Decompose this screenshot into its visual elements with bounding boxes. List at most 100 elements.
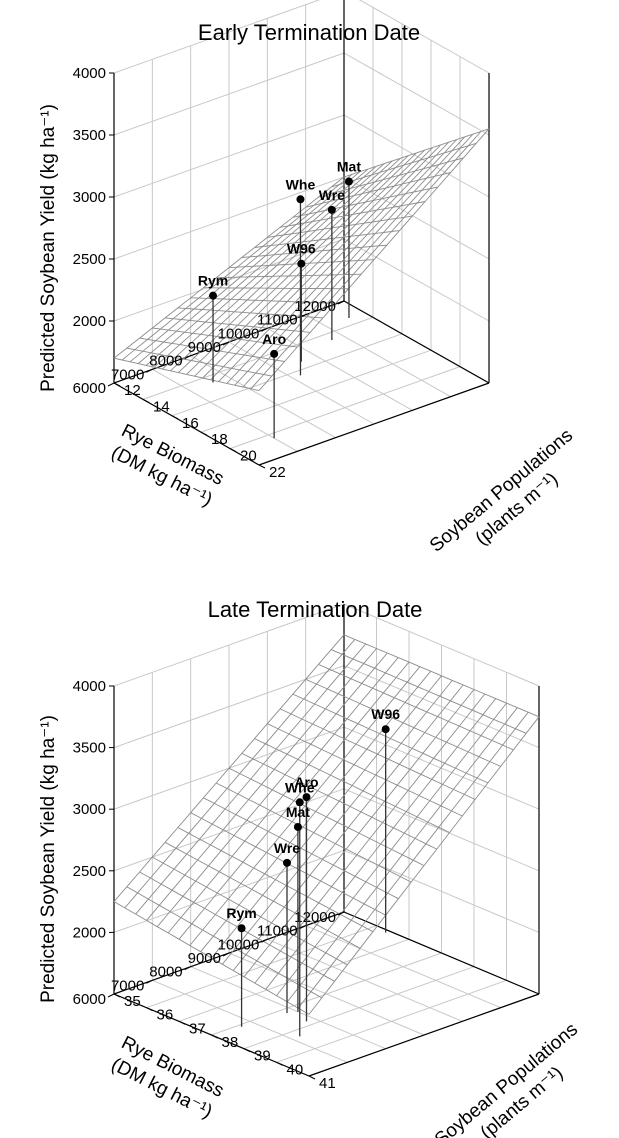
y-tick-mark bbox=[308, 1075, 316, 1080]
z-tick-label: 4000 bbox=[73, 65, 106, 82]
data-point bbox=[302, 793, 311, 802]
z-tick-label: 2000 bbox=[73, 313, 106, 330]
data-point bbox=[270, 349, 279, 358]
x-tick-mark bbox=[299, 925, 306, 930]
y-tick-label: 41 bbox=[319, 1075, 336, 1092]
grid-line bbox=[152, 368, 298, 452]
surface-line bbox=[258, 128, 490, 391]
grid-line bbox=[190, 355, 336, 439]
point-label: Mat bbox=[337, 159, 361, 175]
surface-line bbox=[156, 652, 388, 927]
point-label: Mat bbox=[286, 804, 310, 820]
surface-line bbox=[178, 661, 410, 940]
y-tick-mark bbox=[142, 398, 150, 403]
y-tick-label: 35 bbox=[124, 993, 141, 1010]
point-label: Aro bbox=[262, 331, 286, 347]
y-tick-label: 14 bbox=[153, 398, 170, 415]
point-label: Aro bbox=[294, 774, 318, 790]
grid-line bbox=[146, 925, 377, 1009]
surface-line bbox=[194, 149, 425, 377]
surface-line bbox=[113, 634, 345, 902]
point-label: Whe bbox=[286, 176, 316, 192]
y-tick-label: 22 bbox=[269, 464, 286, 481]
grid-line bbox=[113, 603, 345, 687]
y-tick-mark bbox=[258, 464, 266, 469]
surface-line bbox=[308, 716, 540, 1015]
point-label: W96 bbox=[371, 706, 400, 722]
chart-late-termination: 2000 2500 3000 3500 4000 12000 11000 10000 9000 8… bbox=[0, 569, 619, 1138]
z-tick-label: 2500 bbox=[73, 251, 106, 268]
surface-line bbox=[113, 176, 345, 359]
grid-line bbox=[142, 316, 374, 400]
x-tick-label: 7000 bbox=[111, 366, 144, 383]
z-tick-label: 3500 bbox=[73, 740, 106, 757]
data-point bbox=[381, 725, 390, 734]
y-tick-label: 16 bbox=[182, 415, 199, 432]
x-axis-label: Rye Biomass(DM kg ha⁻¹) bbox=[108, 420, 227, 511]
y-tick-mark bbox=[146, 1007, 153, 1012]
x-tick-label: 11000 bbox=[257, 923, 298, 940]
y-tick-mark bbox=[243, 1048, 251, 1053]
grid-line bbox=[305, 314, 451, 398]
x-axis-label: Rye Biomass(DM kg ha⁻¹) bbox=[108, 1032, 227, 1123]
x-tick-label: 6000 bbox=[73, 380, 106, 397]
grid-line bbox=[113, 0, 321, 74]
surface-line bbox=[121, 173, 353, 361]
x-tick-label: 12000 bbox=[294, 909, 336, 926]
surface-line bbox=[189, 666, 421, 946]
response-surface-late bbox=[113, 634, 540, 1015]
y-tick-label: 20 bbox=[240, 448, 257, 465]
z-tick-label: 3000 bbox=[73, 801, 106, 818]
grid-line bbox=[113, 114, 345, 198]
grid-line bbox=[229, 366, 461, 450]
grid-line bbox=[276, 979, 507, 1063]
z-tick-label: 3000 bbox=[73, 189, 106, 206]
data-point bbox=[237, 924, 246, 933]
y-tick-mark bbox=[178, 1020, 186, 1025]
chart-title: Late Termination Date bbox=[208, 597, 423, 622]
point-label: Wre bbox=[274, 840, 300, 856]
x-tick-mark bbox=[184, 966, 191, 971]
grid-line bbox=[200, 349, 432, 433]
axis-edge bbox=[343, 300, 490, 384]
x-tick-mark bbox=[261, 938, 268, 943]
surface-line bbox=[124, 639, 356, 909]
grid-line bbox=[243, 966, 475, 1050]
surface-line bbox=[250, 131, 482, 390]
y-axis-label: Soybean Populations(plants m⁻¹) bbox=[426, 425, 577, 557]
grid-line bbox=[343, 114, 490, 198]
y-tick-label: 18 bbox=[211, 431, 228, 448]
x-tick-mark bbox=[146, 368, 153, 373]
grid-line bbox=[343, 788, 540, 872]
x-tick-mark bbox=[107, 382, 115, 387]
surface-line bbox=[170, 157, 401, 372]
y-tick-mark bbox=[229, 448, 237, 453]
grid-line bbox=[358, 0, 490, 74]
surface-line bbox=[200, 670, 432, 952]
surface-line bbox=[211, 675, 442, 959]
y-tick-label: 39 bbox=[254, 1048, 271, 1065]
y-tick-mark bbox=[211, 1034, 218, 1039]
surface-line bbox=[234, 136, 466, 386]
grid-line bbox=[343, 726, 540, 810]
z-tick-label: 3500 bbox=[73, 127, 106, 144]
x-tick-label: 6000 bbox=[73, 991, 106, 1008]
y-tick-label: 38 bbox=[222, 1034, 239, 1051]
grid-line bbox=[267, 327, 413, 411]
surface-line bbox=[145, 165, 377, 366]
surface-line bbox=[265, 698, 497, 990]
data-point bbox=[293, 822, 302, 831]
surface-line bbox=[218, 141, 450, 382]
y-tick-mark bbox=[171, 415, 179, 420]
surface-line bbox=[135, 643, 367, 915]
x-tick-mark bbox=[337, 300, 345, 305]
x-tick-label: 8000 bbox=[149, 353, 182, 370]
point-label: Whe bbox=[285, 779, 315, 795]
grid-line bbox=[211, 952, 442, 1036]
grid-line bbox=[343, 238, 490, 322]
point-label: Rym bbox=[198, 273, 228, 289]
surface-line bbox=[232, 684, 464, 971]
